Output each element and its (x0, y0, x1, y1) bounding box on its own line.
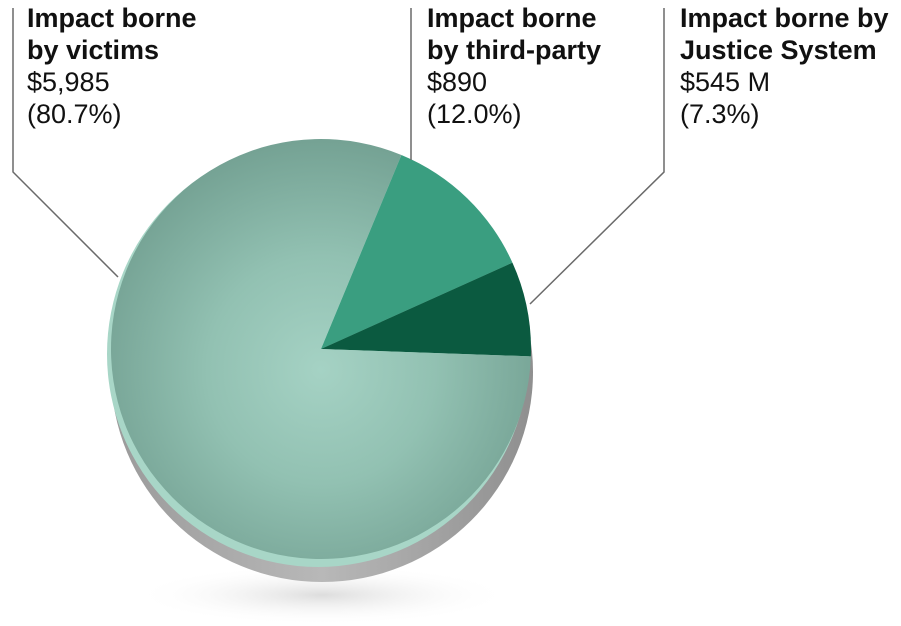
slice-label-value: $890 (427, 67, 488, 97)
label-justice-system: Impact borne by Justice System $545 M (7… (680, 2, 889, 130)
slice-label-percent: (80.7%) (27, 99, 122, 129)
slice-label-name: Impact borne by third-party (427, 3, 602, 65)
pie-floor-shadow (132, 565, 512, 625)
leader-line-justice (529, 8, 665, 305)
slice-label-percent: (12.0%) (427, 99, 522, 129)
slice-label-name: Impact borne by Justice System (680, 3, 889, 65)
slice-label-percent: (7.3%) (680, 99, 760, 129)
pie-slice-justice-system (321, 262, 531, 357)
slice-label-value: $545 M (680, 67, 771, 97)
pie-slice-third-party (321, 155, 513, 349)
slice-label-name: Impact borne by victims (27, 3, 197, 65)
label-victims: Impact borne by victims $5,985 (80.7%) (27, 2, 197, 130)
label-third-party: Impact borne by third-party $890 (12.0%) (427, 2, 601, 130)
leader-line-victims (12, 8, 119, 278)
pie-slice-victims (110, 138, 531, 559)
slice-label-value: $5,985 (27, 67, 110, 97)
